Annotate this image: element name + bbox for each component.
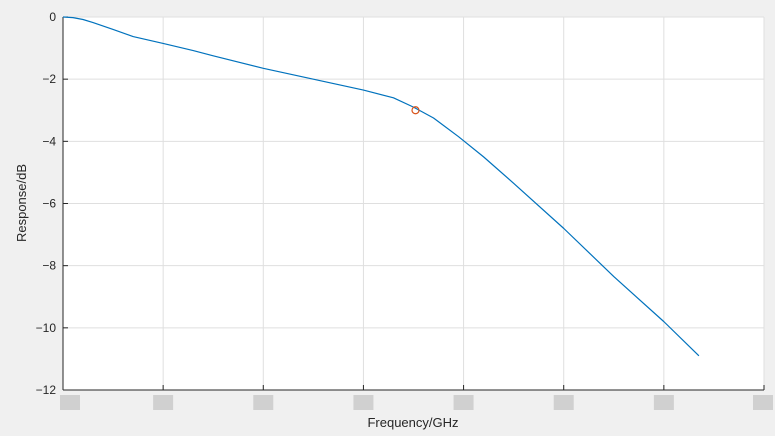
axes — [62, 16, 765, 391]
x-tick-label-obscured — [253, 395, 274, 410]
x-tick-label-obscured — [653, 395, 674, 410]
y-tick-label: 0 — [49, 10, 56, 24]
y-tick-labels: 0 −2 −4 −6 −8 −10 −12 — [36, 10, 57, 397]
response-series-line — [62, 16, 700, 357]
x-axis-title: Frequency/GHz — [367, 415, 458, 430]
x-tick-label-obscured — [453, 395, 474, 410]
x-tick-label-obscured — [753, 395, 773, 410]
x-tick-label-obscured — [153, 395, 174, 410]
minus-3db-marker — [411, 106, 420, 115]
data-series — [62, 16, 700, 357]
x-tick-labels-obscured — [60, 395, 773, 410]
y-tick-label: −2 — [42, 72, 56, 86]
y-tick-label: −6 — [42, 197, 56, 211]
x-tick-label-obscured — [353, 395, 374, 410]
y-axis-title: Response/dB — [14, 164, 29, 242]
marker-layer — [411, 106, 420, 115]
y-tick-label: −8 — [42, 259, 56, 273]
x-tick-label-obscured — [60, 395, 80, 410]
y-tick-label: −12 — [36, 383, 57, 397]
y-tick-label: −10 — [36, 321, 57, 335]
y-tick-label: −4 — [42, 134, 56, 148]
x-tick-label-obscured — [553, 395, 574, 410]
